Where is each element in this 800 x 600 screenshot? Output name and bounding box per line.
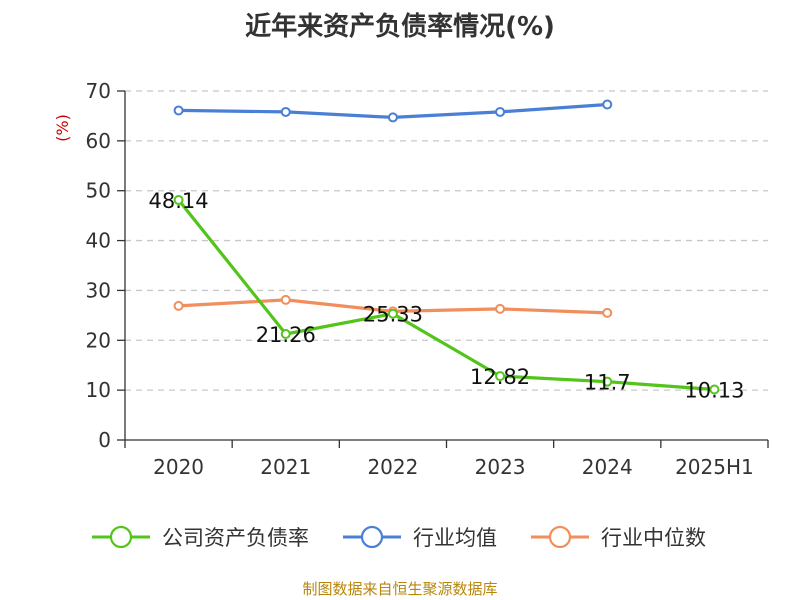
y-tick-label: 30 [86,278,111,302]
series-line [177,199,715,392]
series-lines [173,99,720,395]
x-tick-label: 2025H1 [675,455,754,479]
data-label: 12.82 [470,365,530,389]
data-point [280,106,291,117]
legend-swatch-marker [360,525,384,549]
grid-lines [125,90,768,391]
legend-swatch-marker [109,525,133,549]
data-point [387,112,398,123]
legend-item[interactable]: 公司资产负债率 [92,525,309,550]
data-point [173,300,184,311]
y-axis-unit-label: (%) [53,114,72,142]
x-tick-label: 2022 [367,455,418,479]
data-label: 11.7 [584,371,631,395]
data-label: 48.14 [149,189,209,213]
x-tick-label: 2023 [475,455,526,479]
x-tick-label: 2024 [582,455,633,479]
legend-label: 公司资产负债率 [162,526,309,550]
data-point [602,376,613,387]
axes: 0 10 20 30 40 50 60 70 2020 2021 2022 2023 2024 2025H… [86,79,769,479]
y-tick-label: 20 [86,328,111,352]
y-tick-label: 0 [98,428,111,452]
data-point [280,294,291,305]
data-point [173,105,184,116]
legend-label: 行业中位数 [601,526,706,550]
y-tick-label: 60 [86,129,111,153]
y-tick-label: 70 [86,79,111,103]
data-label: 25.33 [363,303,423,327]
data-point [173,194,184,205]
data-point [280,329,291,340]
legend-item[interactable]: 行业均值 [343,525,497,550]
legend-item[interactable]: 行业中位数 [531,525,706,550]
legend[interactable]: 公司资产负债率 行业均值 行业中位数 [92,525,706,550]
data-labels: 48.14 21.26 25.33 12.82 11.7 10.13 [149,189,745,403]
x-tick-label: 2021 [260,455,311,479]
data-point [495,371,506,382]
data-point [387,308,398,319]
data-point [495,106,506,117]
source-note: 制图数据来自恒生聚源数据库 [302,580,498,598]
y-tick-label: 50 [86,179,111,203]
x-tick-label: 2020 [153,455,204,479]
legend-label: 行业均值 [413,526,497,550]
data-point [495,303,506,314]
y-tick-label: 10 [86,378,111,402]
data-point [602,307,613,318]
data-point [602,99,613,110]
data-label: 21.26 [256,323,316,347]
data-label: 10.13 [684,378,744,402]
data-point [709,384,720,395]
y-tick-label: 40 [86,229,111,253]
chart-title: 近年来资产负债率情况(%) [245,12,555,42]
legend-swatch-marker [548,525,572,549]
